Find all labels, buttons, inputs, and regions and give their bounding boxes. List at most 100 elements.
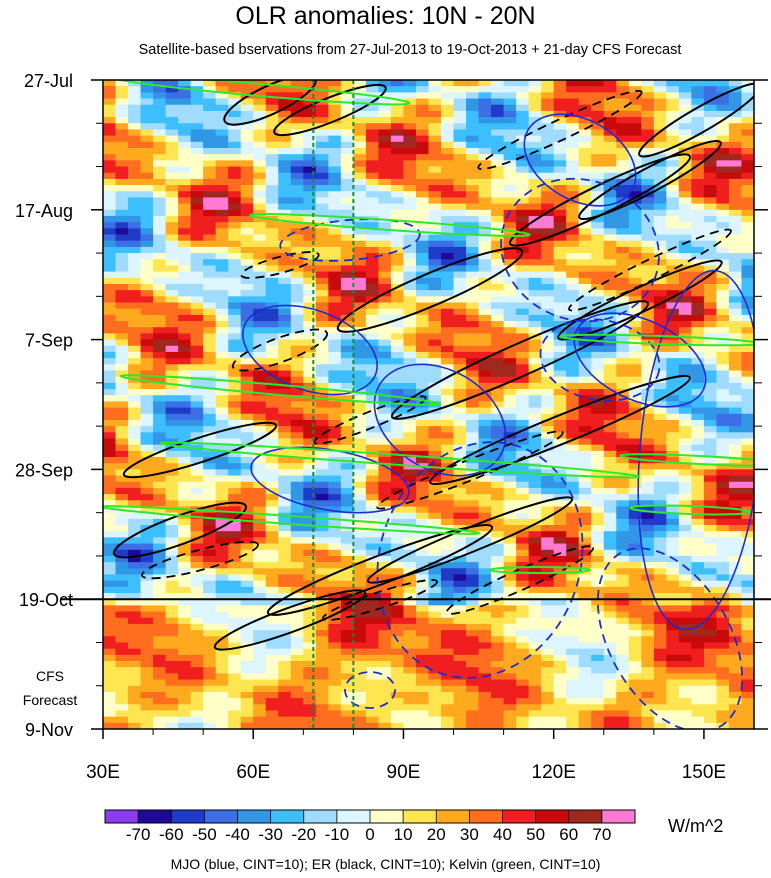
olr-cell-4032: [578, 339, 592, 347]
olr-cell-919: [203, 568, 217, 576]
olr-cell-690: [178, 450, 192, 458]
olr-cell-552: [165, 246, 179, 254]
olr-cell-2497: [390, 586, 405, 594]
olr-cell-4919: [678, 630, 692, 637]
olr-cell-3201: [478, 395, 492, 403]
olr-cell-3196: [478, 364, 492, 372]
olr-cell-4378: [616, 531, 630, 538]
olr-cell-3455: [503, 667, 517, 674]
olr-cell-1831: [315, 364, 329, 372]
olr-cell-4085: [578, 667, 592, 674]
olr-cell-3924: [566, 321, 580, 328]
olr-cell-2141: [353, 333, 367, 341]
olr-cell-4207: [603, 123, 617, 131]
olr-cell-1556: [278, 611, 292, 619]
olr-cell-1220: [240, 481, 254, 489]
olr-cell-163: [115, 438, 129, 446]
olr-cell-0: [103, 80, 117, 87]
olr-cell-128: [115, 222, 129, 229]
olr-cell-3467: [516, 92, 530, 100]
olr-cell-3758: [541, 593, 555, 600]
olr-cell-1071: [228, 209, 242, 217]
olr-cell-3501: [516, 302, 530, 310]
olr-cell-588: [165, 469, 179, 477]
olr-cell-3218: [478, 500, 492, 508]
olr-cell-2858: [441, 222, 455, 229]
olr-cell-3270: [491, 172, 505, 180]
olr-cell-1721: [303, 333, 317, 341]
olr-cell-891: [203, 395, 217, 403]
olr-cell-348: [140, 283, 154, 291]
olr-cell-1959: [328, 506, 342, 514]
olr-cell-3331: [491, 549, 505, 557]
olr-cell-4747: [666, 215, 680, 223]
olr-cell-4109: [591, 166, 605, 174]
olr-cell-1781: [303, 704, 317, 712]
olr-cell-4043: [578, 407, 592, 415]
olr-cell-3723: [541, 376, 555, 384]
olr-cell-2323: [378, 160, 392, 168]
olr-cell-619: [165, 661, 179, 668]
olr-cell-4900: [678, 512, 692, 520]
olr-cell-3091: [466, 364, 480, 372]
olr-cell-649: [178, 197, 192, 205]
olr-cell-758: [190, 222, 204, 229]
olr-cell-830: [190, 667, 204, 674]
olr-cell-2629: [415, 104, 430, 112]
olr-cell-2841: [441, 117, 455, 124]
olr-cell-1068: [228, 191, 242, 199]
olr-cell-2759: [428, 259, 442, 267]
olr-cell-58: [103, 438, 117, 446]
olr-cell-3185: [478, 296, 492, 304]
olr-cell-2072: [340, 555, 354, 563]
olr-cell-531: [165, 117, 179, 124]
olr-cell-2569: [403, 382, 417, 390]
olr-cell-3429: [503, 506, 517, 514]
olr-cell-370: [140, 419, 154, 427]
olr-cell-3112: [466, 494, 480, 501]
olr-cell-2124: [353, 228, 367, 236]
olr-cell-3616: [528, 364, 542, 372]
olr-cell-3560: [516, 667, 530, 674]
olr-cell-3647: [528, 555, 542, 563]
olr-cell-2891: [441, 426, 455, 433]
olr-cell-3361: [503, 86, 517, 93]
olr-cell-1173: [240, 191, 254, 199]
olr-cell-4710: [653, 636, 667, 644]
olr-cell-787: [190, 401, 204, 409]
olr-cell-1002: [215, 432, 229, 440]
olr-cell-502: [153, 586, 167, 594]
olr-cell-436: [153, 178, 167, 186]
olr-cell-820: [190, 605, 204, 613]
olr-cell-4485: [628, 543, 642, 551]
olr-cell-4698: [653, 562, 667, 569]
olr-cell-3488: [516, 222, 530, 229]
olr-cell-4870: [678, 327, 692, 335]
olr-cell-727: [178, 679, 192, 687]
olr-cell-3284: [491, 259, 505, 267]
olr-cell-4851: [678, 209, 692, 217]
olr-cell-2093: [340, 685, 354, 693]
olr-cell-4553: [641, 314, 655, 322]
olr-cell-4027: [578, 308, 592, 316]
olr-cell-2442: [390, 246, 405, 254]
olr-cell-2064: [340, 506, 354, 514]
olr-cell-3412: [503, 401, 517, 409]
olr-cell-135: [115, 265, 129, 273]
olr-cell-1898: [328, 129, 342, 137]
olr-cell-2968: [453, 253, 467, 260]
olr-cell-3466: [516, 86, 530, 93]
olr-cell-1296: [253, 302, 267, 310]
olr-cell-2827: [428, 679, 442, 687]
olr-cell-597: [165, 525, 179, 532]
olr-cell-1704: [303, 228, 317, 236]
olr-cell-2456: [390, 333, 405, 341]
olr-cell-44: [103, 351, 117, 359]
olr-cell-2181: [353, 580, 367, 588]
olr-cell-625: [165, 698, 179, 705]
olr-cell-4985: [691, 389, 705, 396]
olr-cell-2123: [353, 222, 367, 229]
olr-cell-25: [103, 234, 117, 242]
olr-cell-2690: [415, 481, 430, 489]
olr-cell-1823: [315, 314, 329, 322]
